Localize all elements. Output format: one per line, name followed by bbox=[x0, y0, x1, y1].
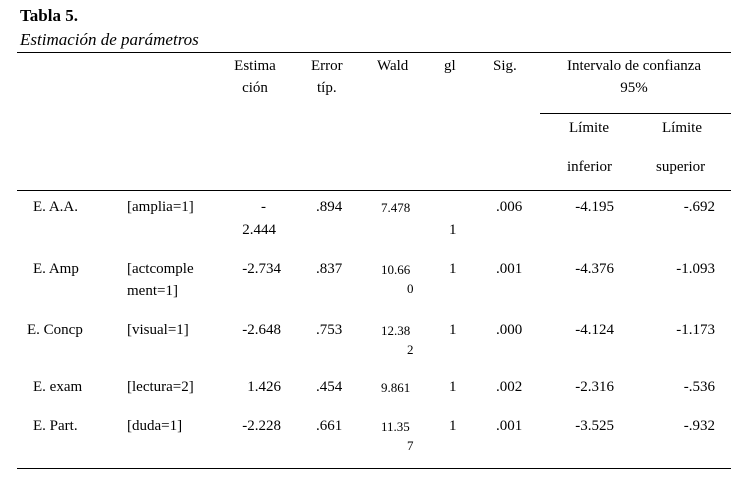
table-row-error: .454 bbox=[316, 379, 343, 395]
table-row-gl: 1 bbox=[449, 261, 457, 277]
table-row-param: [lectura=2] bbox=[127, 379, 194, 395]
table-row-effect: E. Concp bbox=[27, 322, 83, 338]
table-row-wald-cont: 7 bbox=[407, 438, 414, 453]
table-row-param: [amplia=1] bbox=[127, 199, 194, 215]
header-wald: Wald bbox=[377, 58, 409, 74]
table-title: Tabla 5. bbox=[20, 6, 78, 25]
table-row-sig: .006 bbox=[496, 199, 523, 215]
ci-header-rule bbox=[540, 113, 731, 114]
table-row-upper: -1.173 bbox=[676, 322, 715, 338]
table-row-wald: 12.38 bbox=[381, 323, 411, 338]
table-row-wald: 7.478 bbox=[381, 200, 411, 215]
header-estimacion-1: Estima bbox=[234, 58, 276, 74]
header-limite-superior-2: superior bbox=[656, 159, 706, 175]
table-row-error: .894 bbox=[316, 199, 343, 215]
table-row-upper: -.536 bbox=[683, 379, 715, 395]
header-sig: Sig. bbox=[493, 58, 517, 74]
table-row-gl: 1 bbox=[449, 322, 457, 338]
table-row-wald-cont: 2 bbox=[407, 342, 414, 357]
table-row-lower: -4.124 bbox=[575, 322, 614, 338]
table-row-sig: .002 bbox=[496, 379, 523, 395]
header-limite-inferior-1: Límite bbox=[569, 120, 609, 136]
table-row-param: [duda=1] bbox=[127, 418, 183, 434]
table-row-lower: -4.376 bbox=[575, 261, 614, 277]
header-estimacion-2: ción bbox=[242, 80, 268, 96]
table-row-gl: 1 bbox=[449, 379, 457, 395]
table-row-effect: E. A.A. bbox=[33, 199, 78, 215]
table-row-wald: 10.66 bbox=[381, 262, 411, 277]
table-row-lower: -4.195 bbox=[575, 199, 614, 215]
table-row-wald: 9.861 bbox=[381, 380, 411, 395]
table-row-wald: 11.35 bbox=[381, 419, 410, 434]
table-row-param: [actcomple bbox=[127, 261, 194, 277]
header-error-1: Error bbox=[311, 58, 343, 74]
table-row-sig: .000 bbox=[496, 322, 523, 338]
table-row-upper: -.932 bbox=[683, 418, 715, 434]
table-row-param-cont: ment=1] bbox=[127, 283, 178, 299]
header-rule bbox=[17, 190, 731, 191]
table-row-error: .661 bbox=[316, 418, 343, 434]
table-row-estimate: -2.228 bbox=[242, 418, 281, 434]
top-rule bbox=[17, 52, 731, 53]
table-row-lower: -2.316 bbox=[575, 379, 614, 395]
header-intervalo-2: 95% bbox=[620, 80, 648, 96]
table-row-estimate-cont: 2.444 bbox=[242, 222, 276, 238]
table-row-effect: E. Part. bbox=[33, 418, 78, 434]
header-error-2: típ. bbox=[317, 80, 337, 96]
table-row-error: .837 bbox=[316, 261, 343, 277]
table-row-param: [visual=1] bbox=[127, 322, 189, 338]
table-row-estimate: 1.426 bbox=[247, 379, 281, 395]
table-row-wald-cont: 0 bbox=[407, 281, 414, 296]
header-limite-superior-1: Límite bbox=[662, 120, 702, 136]
table-row-estimate: - bbox=[261, 199, 266, 215]
header-gl: gl bbox=[444, 58, 456, 74]
table-row-gl: 1 bbox=[449, 222, 457, 238]
bottom-rule bbox=[17, 468, 731, 469]
table-row-estimate: -2.648 bbox=[242, 322, 281, 338]
table-row-sig: .001 bbox=[496, 261, 523, 277]
table-row-error: .753 bbox=[316, 322, 343, 338]
table-row-estimate: -2.734 bbox=[242, 261, 281, 277]
table-row-gl: 1 bbox=[449, 418, 457, 434]
table-row-lower: -3.525 bbox=[575, 418, 614, 434]
table-row-upper: -.692 bbox=[683, 199, 715, 215]
table-subtitle: Estimación de parámetros bbox=[20, 30, 199, 49]
header-intervalo-1: Intervalo de confianza bbox=[566, 58, 702, 74]
header-limite-inferior-2: inferior bbox=[567, 159, 612, 175]
table-row-upper: -1.093 bbox=[676, 261, 715, 277]
table-row-effect: E. exam bbox=[33, 379, 83, 395]
table-row-effect: E. Amp bbox=[33, 261, 79, 277]
table-row-sig: .001 bbox=[496, 418, 523, 434]
